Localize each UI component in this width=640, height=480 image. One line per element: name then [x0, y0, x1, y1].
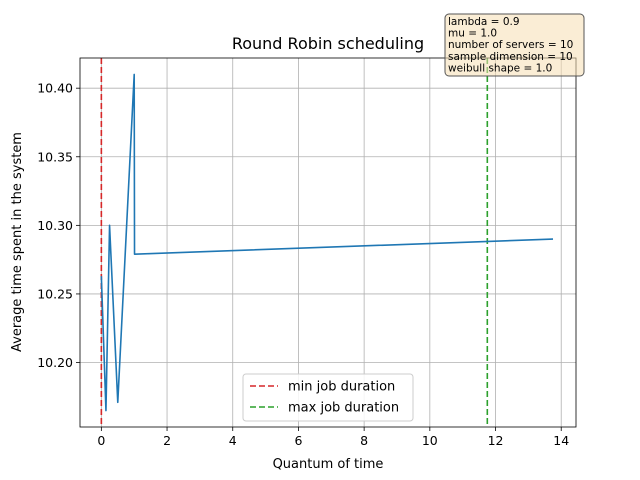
- x-tick-label: 8: [360, 433, 368, 448]
- parameter-line: weibull shape = 1.0: [448, 62, 552, 74]
- reference-lines: [100, 58, 489, 427]
- legend-label: min job duration: [288, 380, 395, 395]
- parameter-line: lambda = 0.9: [448, 16, 520, 28]
- grid-lines: [80, 58, 576, 427]
- x-tick-label: 2: [163, 433, 171, 448]
- x-tick-label: 14: [553, 433, 569, 448]
- plot-frame: [79, 57, 577, 428]
- x-axis-label: Quantum of time: [273, 457, 384, 472]
- series-line: [100, 73, 554, 412]
- x-tick-label: 4: [229, 433, 237, 448]
- legend-label: max job duration: [288, 401, 399, 416]
- x-tick-label: 10: [422, 433, 438, 448]
- x-axis-ticks: 0 2 4 6 8 10 12 14: [97, 427, 569, 448]
- legend: min job duration max job duration: [242, 373, 414, 422]
- legend-frame: [242, 373, 414, 422]
- parameter-line: sample dimension = 10: [448, 51, 573, 63]
- data-series: [100, 73, 554, 412]
- y-tick-label: 10.25: [37, 286, 73, 301]
- chart-title: Round Robin scheduling: [232, 34, 424, 53]
- x-tick-label: 6: [294, 433, 302, 448]
- parameter-line: mu = 1.0: [448, 28, 497, 40]
- x-tick-label: 12: [488, 433, 504, 448]
- y-tick-label: 10.40: [37, 81, 73, 96]
- parameter-line: number of servers = 10: [448, 39, 573, 51]
- parameters-box-frame: [444, 13, 585, 77]
- y-axis-ticks: 10.20 10.25 10.30 10.35 10.40: [37, 81, 80, 370]
- x-tick-label: 0: [97, 433, 105, 448]
- y-axis-label: Average time spent in the system: [10, 132, 25, 352]
- y-tick-label: 10.35: [37, 149, 73, 164]
- y-tick-label: 10.20: [37, 355, 73, 370]
- y-tick-label: 10.30: [37, 218, 73, 233]
